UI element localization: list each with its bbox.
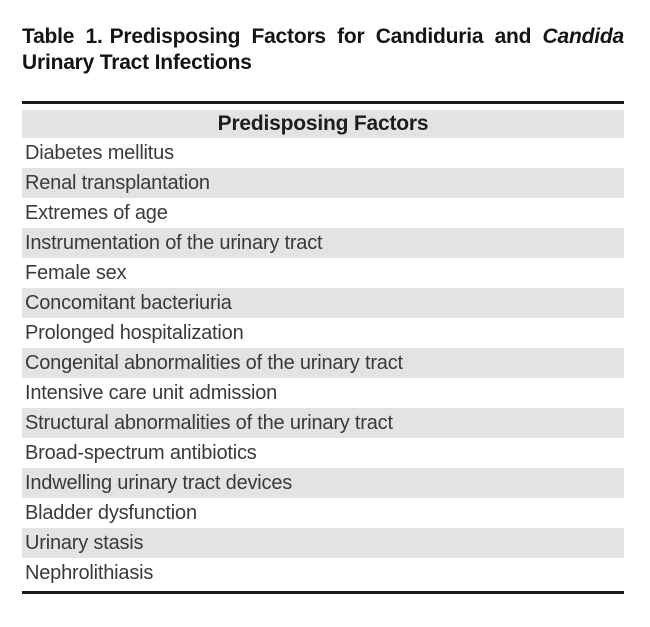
table-caption-italic-term: Candida [542, 25, 624, 48]
document-page: Table 1. Predisposing Factors for Candidu… [22, 0, 624, 627]
table-row: Intensive care unit admission [22, 378, 624, 408]
table-row: Female sex [22, 258, 624, 288]
table-row: Extremes of age [22, 198, 624, 228]
table-row: Bladder dysfunction [22, 498, 624, 528]
table-bottom-rule [22, 591, 624, 594]
table-header-row: Predisposing Factors [22, 110, 624, 138]
table-caption-line1: Table 1. Predisposing Factors for Candidu… [22, 24, 624, 50]
table-row: Nephrolithiasis [22, 558, 624, 588]
table-row: Structural abnormalities of the urinary … [22, 408, 624, 438]
table-caption: Table 1. Predisposing Factors for Candidu… [22, 24, 624, 76]
table-row: Renal transplantation [22, 168, 624, 198]
table-caption-line2: Urinary Tract Infections [22, 51, 252, 74]
table-caption-text: Predisposing Factors for Candiduria and [109, 25, 532, 48]
table-number-label: Table 1. [22, 25, 103, 48]
table-row: Instrumentation of the urinary tract [22, 228, 624, 258]
table-row: Congenital abnormalities of the urinary … [22, 348, 624, 378]
table-row: Urinary stasis [22, 528, 624, 558]
table-rows: Diabetes mellitus Renal transplantation Ex… [22, 138, 624, 588]
table-top-rule [22, 101, 624, 104]
table-row: Concomitant bacteriuria [22, 288, 624, 318]
table-row: Indwelling urinary tract devices [22, 468, 624, 498]
table-row: Diabetes mellitus [22, 138, 624, 168]
table-row: Prolonged hospitalization [22, 318, 624, 348]
table-row: Broad-spectrum antibiotics [22, 438, 624, 468]
